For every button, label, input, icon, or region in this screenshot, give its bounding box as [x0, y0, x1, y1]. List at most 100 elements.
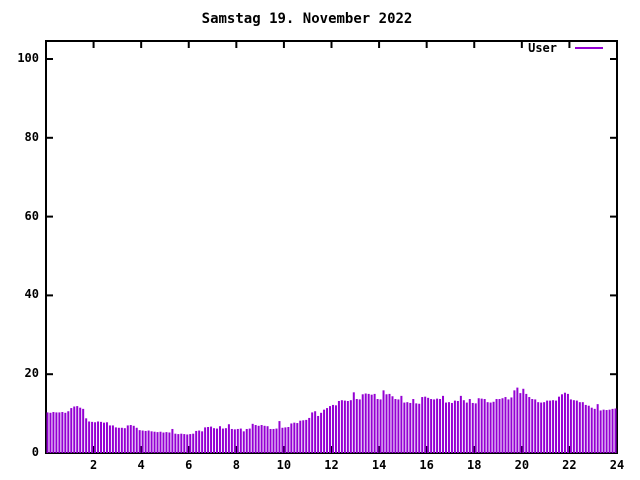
bar — [224, 428, 227, 453]
bar — [55, 412, 58, 453]
bar — [311, 412, 314, 453]
y-tick-label: 0 — [31, 445, 39, 459]
bar — [385, 394, 388, 453]
bar — [391, 396, 394, 453]
bar — [590, 407, 593, 453]
bar — [358, 399, 361, 453]
bar — [162, 432, 165, 453]
bar — [272, 428, 275, 453]
bar — [427, 397, 430, 453]
bar — [174, 433, 177, 453]
bar — [245, 428, 248, 453]
bar — [153, 431, 156, 453]
bar — [138, 430, 141, 453]
bar — [549, 400, 552, 453]
bar — [519, 393, 522, 453]
bar — [317, 415, 320, 453]
bar — [192, 433, 195, 453]
bar — [364, 393, 367, 453]
chart-title: Samstag 19. November 2022 — [201, 11, 413, 27]
bar — [216, 428, 218, 453]
bar — [373, 393, 376, 453]
bar — [516, 387, 519, 453]
bar — [531, 399, 534, 453]
bar — [254, 425, 257, 453]
bar — [218, 426, 221, 453]
bar — [126, 425, 129, 453]
bar — [299, 420, 302, 453]
bar — [471, 402, 474, 453]
bar — [144, 430, 147, 453]
bar — [555, 400, 558, 453]
bar — [329, 406, 332, 453]
x-tick-label: 18 — [467, 458, 482, 472]
bar — [572, 400, 575, 453]
bar — [495, 399, 498, 453]
x-tick-label: 8 — [232, 458, 240, 472]
bar — [150, 431, 153, 453]
bar — [528, 397, 531, 453]
bar — [474, 403, 477, 453]
bar — [120, 427, 123, 453]
bar — [135, 427, 138, 453]
bar — [177, 434, 180, 453]
bar — [492, 401, 495, 453]
bar — [611, 408, 614, 453]
bar — [320, 412, 323, 453]
bar — [331, 404, 334, 453]
bar — [489, 402, 492, 453]
bar — [183, 434, 186, 453]
y-tick-label: 20 — [24, 366, 39, 381]
bar — [49, 412, 52, 453]
bar — [201, 431, 204, 453]
legend-user-label: User — [528, 41, 557, 55]
bar — [355, 399, 358, 453]
bar — [560, 394, 563, 453]
x-tick-label: 20 — [514, 458, 530, 472]
bar — [504, 397, 507, 453]
bar — [599, 410, 602, 453]
bar — [290, 423, 293, 453]
bar — [204, 427, 207, 453]
bar — [111, 425, 114, 453]
bar — [602, 409, 605, 453]
bar — [70, 408, 73, 453]
bar — [340, 400, 343, 453]
bar — [501, 398, 504, 453]
bar — [563, 392, 566, 453]
bar — [251, 423, 254, 453]
bar — [159, 431, 162, 453]
bar — [73, 406, 76, 453]
bar — [147, 430, 150, 453]
bar — [97, 421, 100, 453]
plot-border — [45, 40, 618, 454]
bar — [129, 425, 132, 453]
bar — [522, 388, 525, 453]
bar — [296, 423, 299, 453]
bar — [171, 428, 174, 453]
x-tick-label: 10 — [276, 458, 292, 472]
bar — [46, 412, 49, 453]
bar — [552, 400, 555, 453]
bar — [263, 425, 266, 453]
bar — [361, 394, 364, 453]
bar — [141, 430, 144, 453]
bar — [281, 427, 284, 453]
bar — [459, 395, 462, 453]
bar — [403, 402, 406, 453]
bar — [584, 404, 587, 453]
bar — [61, 412, 64, 453]
x-tick-label: 16 — [419, 458, 434, 472]
bar — [58, 412, 61, 453]
bar — [433, 399, 436, 453]
x-tick-label: 4 — [137, 458, 145, 472]
bar — [165, 432, 168, 453]
bar — [394, 399, 397, 453]
bar — [456, 400, 459, 453]
bar — [406, 402, 409, 453]
bar — [94, 422, 97, 453]
bar — [186, 434, 189, 453]
bar — [376, 399, 379, 453]
